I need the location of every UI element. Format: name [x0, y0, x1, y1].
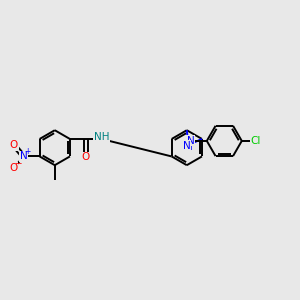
Text: +: +: [25, 147, 31, 156]
Text: O: O: [9, 163, 17, 173]
Text: NH: NH: [94, 132, 109, 142]
Text: O: O: [82, 152, 90, 162]
Text: O: O: [10, 140, 18, 150]
Text: N: N: [183, 141, 190, 151]
Text: Cl: Cl: [251, 136, 261, 146]
Text: −: −: [14, 159, 21, 168]
Text: N: N: [187, 136, 195, 146]
Text: N: N: [20, 152, 27, 161]
Text: N: N: [185, 142, 192, 152]
